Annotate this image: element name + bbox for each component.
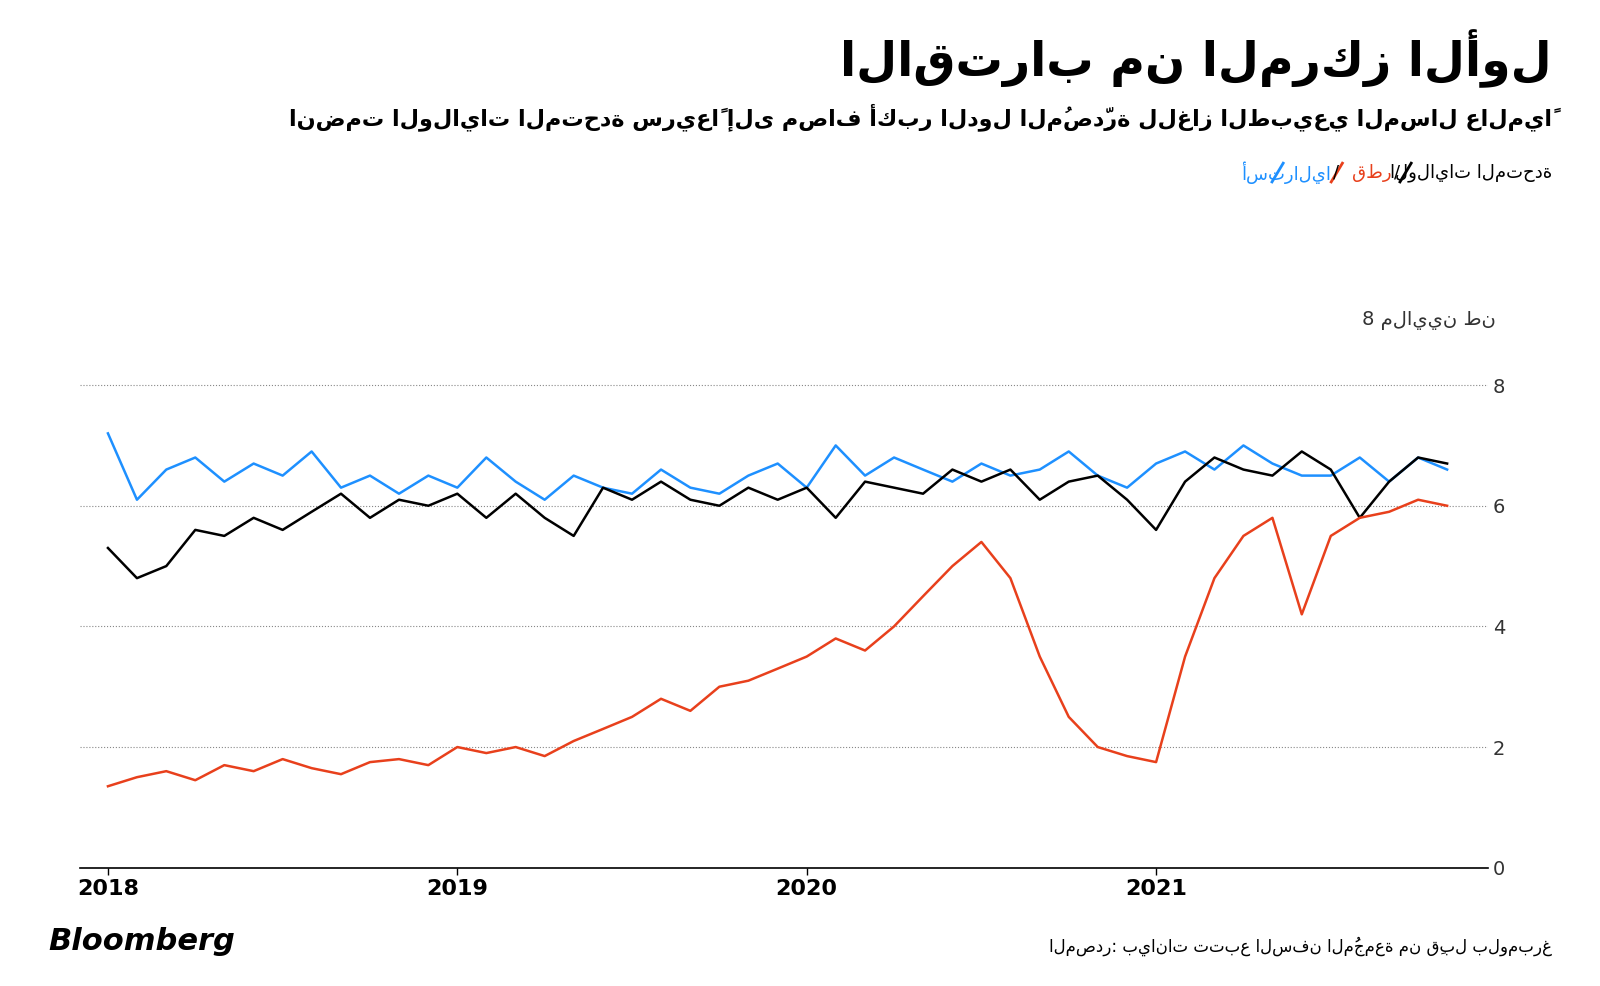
Text: أستراليا: أستراليا xyxy=(1242,162,1331,183)
Text: /: / xyxy=(1333,164,1339,181)
Text: 8 ملايين طن: 8 ملايين طن xyxy=(1362,312,1496,330)
Text: الولايات المتحدة: الولايات المتحدة xyxy=(1390,164,1552,181)
Text: Bloomberg: Bloomberg xyxy=(48,928,235,956)
Text: المصدر: بيانات تتبع السفن المُجمعة من قِبل بلومبرغ: المصدر: بيانات تتبع السفن المُجمعة من قِ… xyxy=(1050,937,1552,956)
Text: انضمت الولايات المتحدة سريعاً إلى مصاف أكبر الدول المُصدِّرة للغاز الطبيعي المسا: انضمت الولايات المتحدة سريعاً إلى مصاف أ… xyxy=(290,104,1552,131)
Text: الاقتراب من المركز الأول: الاقتراب من المركز الأول xyxy=(840,30,1552,89)
Text: /: / xyxy=(1394,164,1400,181)
Text: قطر: قطر xyxy=(1352,164,1392,181)
